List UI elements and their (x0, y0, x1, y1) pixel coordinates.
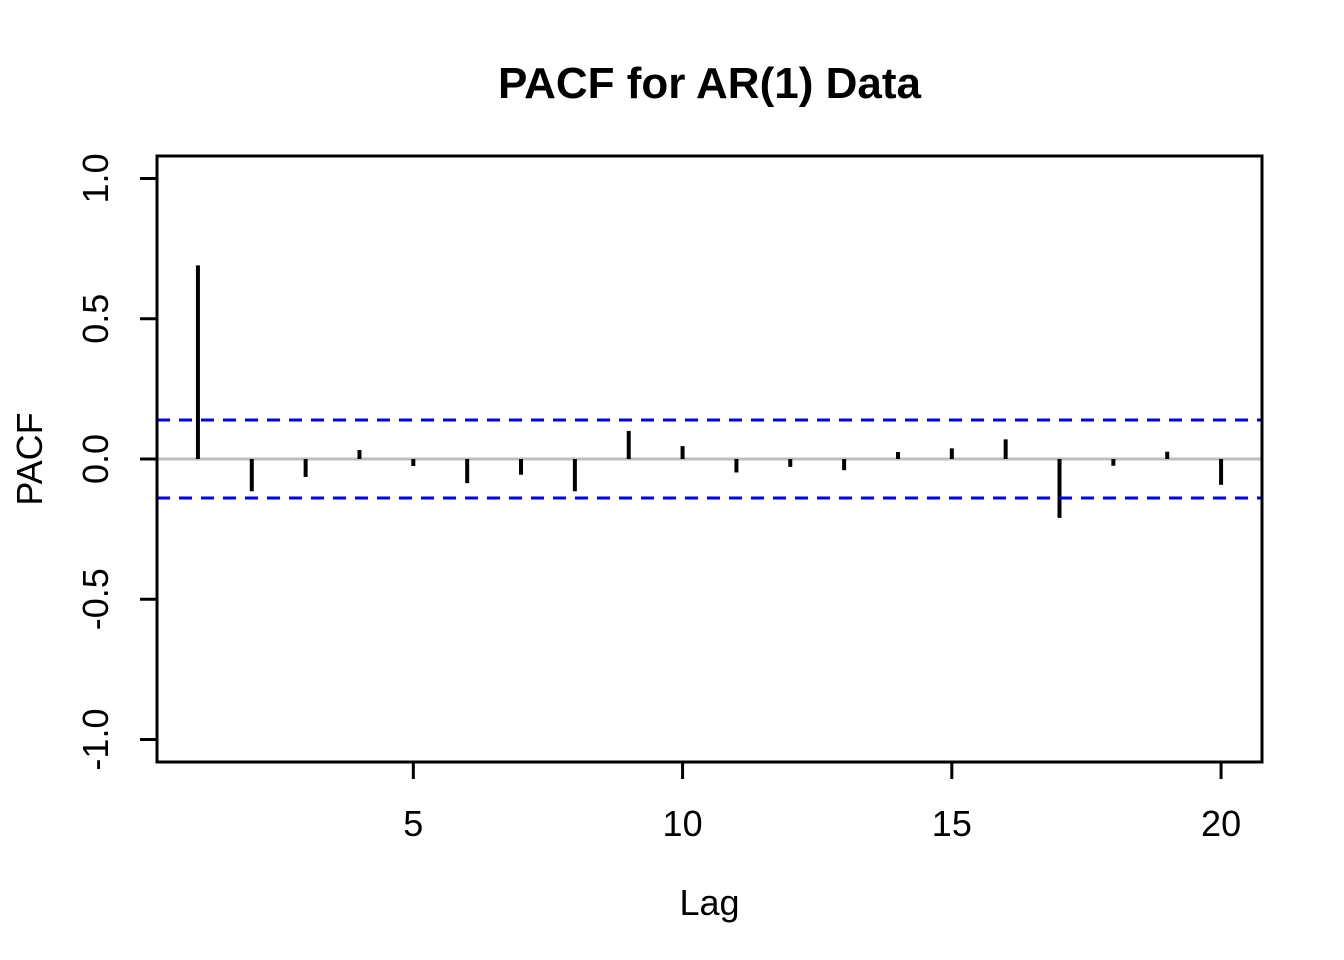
y-tick-label: 0.5 (75, 294, 116, 344)
y-axis-label: PACF (9, 412, 50, 505)
y-tick-label: 0.0 (75, 434, 116, 484)
plot-render-layer: 5 10 15 20 -1.0 -0.5 0.0 0.5 1.0 (75, 153, 1264, 844)
x-axis-label: Lag (679, 882, 739, 923)
chart-title: PACF for AR(1) Data (498, 59, 921, 108)
x-tick-label: 20 (1201, 803, 1241, 844)
y-tick-label: -0.5 (75, 568, 116, 630)
x-tick-label: 15 (932, 803, 972, 844)
x-tick-label: 10 (663, 803, 703, 844)
y-tick-label: -1.0 (75, 709, 116, 771)
x-tick-label: 5 (403, 803, 423, 844)
y-tick-label: 1.0 (75, 153, 116, 203)
